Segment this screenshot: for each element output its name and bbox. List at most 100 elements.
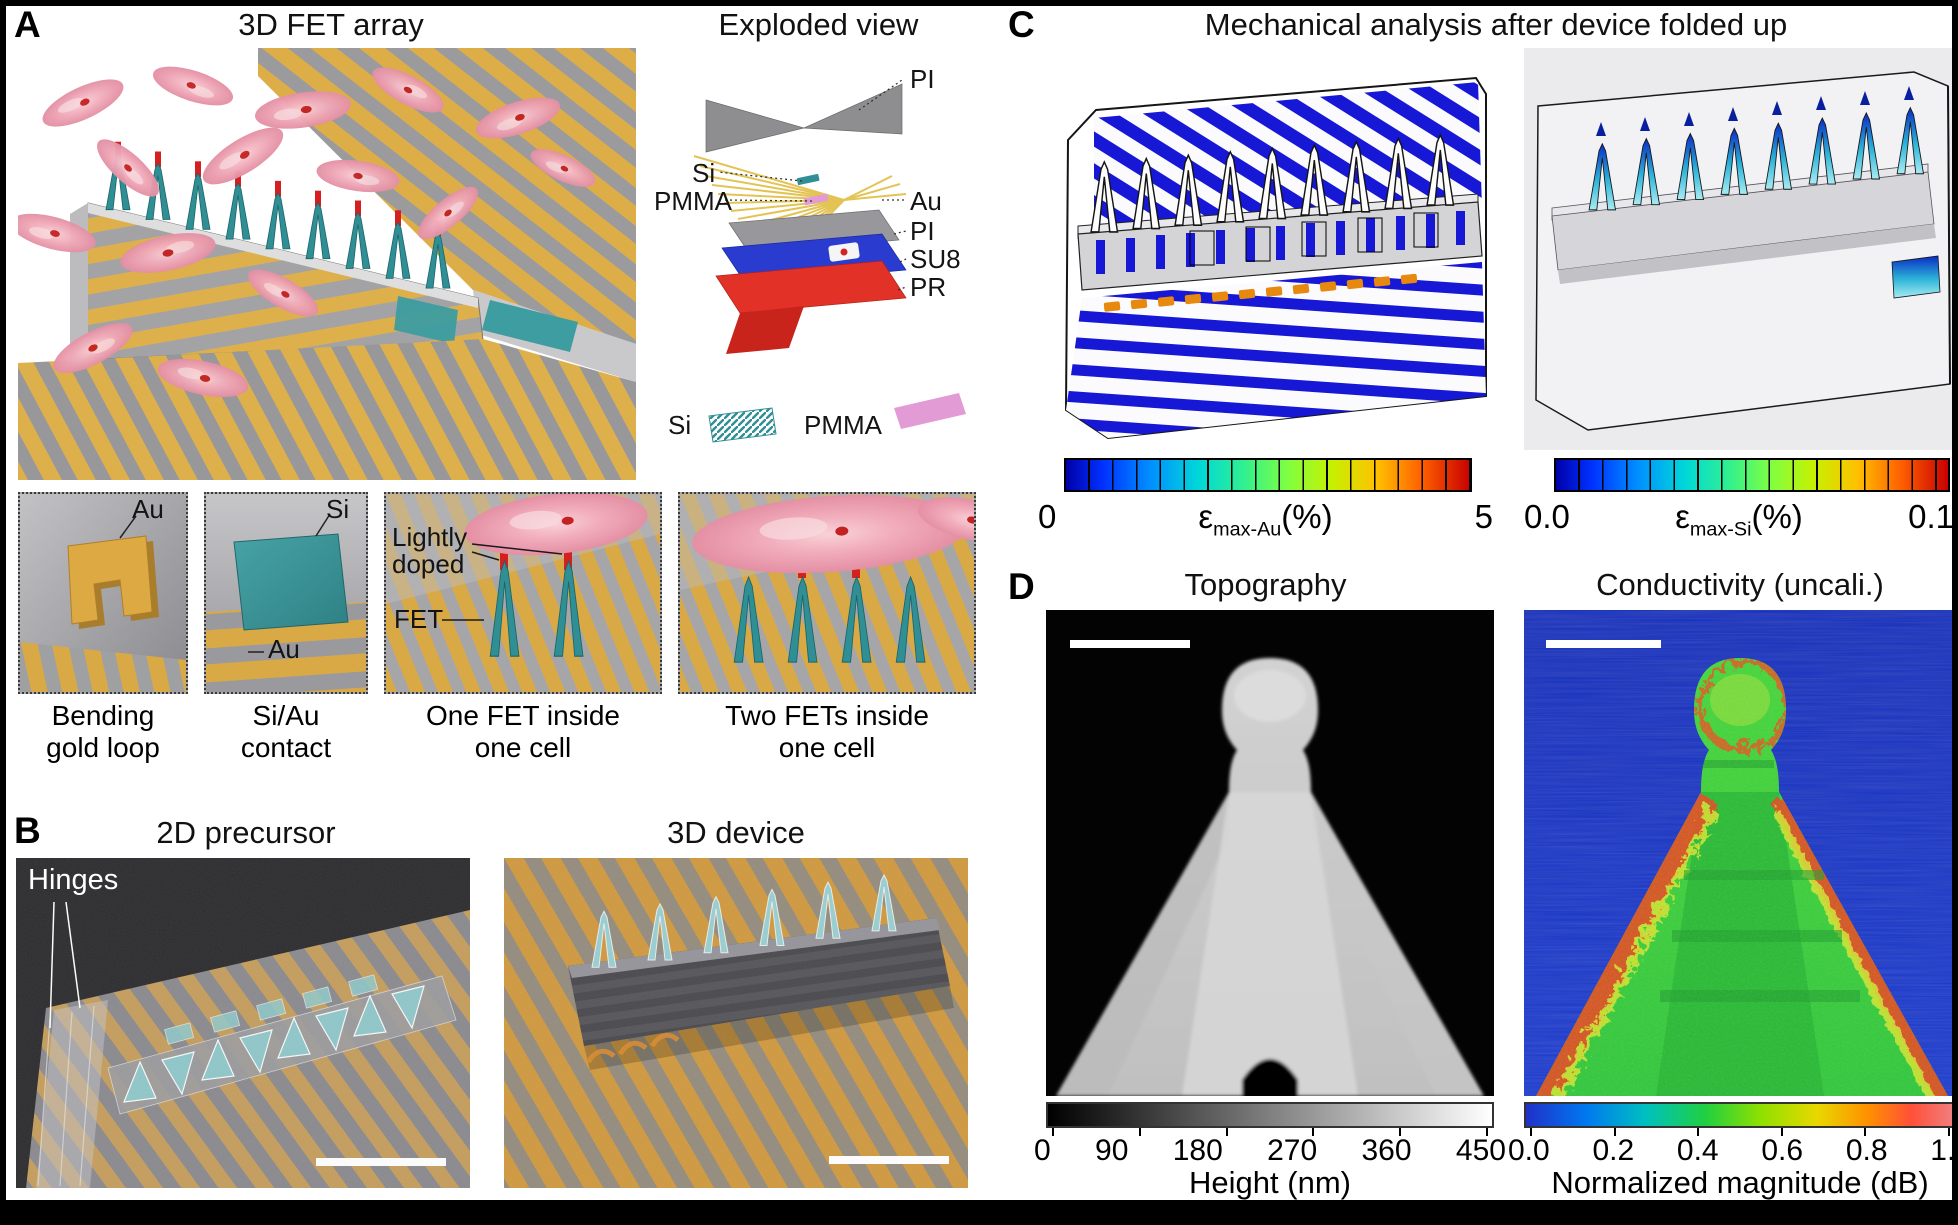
tick: 0 (1034, 1134, 1051, 1167)
scale-bar (1546, 640, 1661, 648)
tick: 450 (1455, 1134, 1506, 1167)
fet-array-3d-render (18, 48, 636, 480)
epsilon-symbol: ε (1675, 498, 1690, 535)
tick: 1.0 (1930, 1134, 1952, 1167)
subpanel3-fet-label: FET (394, 604, 444, 634)
legend-si-text: Si (668, 410, 692, 440)
striped-floor (18, 339, 636, 480)
strain-au-min: 0 (1038, 498, 1057, 535)
one-fet-svg (386, 494, 660, 692)
afm-topography-svg (1046, 610, 1494, 1096)
probe-tips (1596, 86, 1914, 136)
caption-bending-gold-loop: Bending gold loop (46, 700, 160, 764)
strain-si-min: 0.0 (1524, 498, 1570, 535)
cell-ellipse-large (692, 494, 968, 574)
cell-ellipse-partial (918, 497, 974, 543)
fea-au-strain-image (1038, 48, 1493, 450)
gold-stripe-floor (20, 642, 186, 692)
sem-image-2d-precursor: Hinges (16, 858, 470, 1188)
epsilon-subscript: max-Au (1213, 518, 1282, 541)
photo-grain (504, 858, 968, 1188)
fet-array-3d-svg (18, 48, 636, 480)
exploded-view-svg (693, 79, 966, 443)
exploded-label-pr: PR (910, 272, 947, 302)
marked-squares (1189, 212, 1439, 266)
au-leader-line (119, 515, 137, 539)
pr-chip-on-su8 (828, 242, 860, 262)
magnitude-colorbar-tick-marks (1530, 1128, 1950, 1136)
subpanel2-au-label: Au (268, 634, 300, 664)
tip-notch (1242, 1059, 1298, 1096)
substrate-edge-line (1947, 85, 1951, 385)
tick: 0.2 (1592, 1134, 1635, 1167)
left-facet (1056, 792, 1229, 1096)
ca ption-one-fet: One FET inside one cell (425, 700, 621, 764)
two-fets-svg (680, 494, 974, 692)
subpanel3-lightly-doped-label: Lightly doped (392, 522, 468, 580)
strain-si-max: 0.1 (1908, 498, 1952, 535)
exploded-label-au: Au (910, 186, 942, 216)
bending-gold-loop-svg (20, 494, 186, 692)
exploded-label-pi-top: PI (910, 64, 935, 94)
tick: 0.6 (1761, 1134, 1804, 1167)
legend-pmma-swatch (894, 393, 966, 429)
strain-si-axis-label: εmax-Si(%) (1675, 498, 1803, 542)
percent-unit: (%) (1281, 498, 1333, 535)
fea-au-strain-svg (1064, 76, 1487, 440)
strain-au-colorbar-labels: 0 εmax-Au(%) 5 (1038, 498, 1493, 542)
panel-c-label: C (1008, 6, 1035, 45)
panel-a-title-exploded: Exploded view (718, 7, 919, 42)
epsilon-symbol: ε (1198, 498, 1214, 535)
caption-two-fets: Two FETs inside one cell (725, 700, 929, 764)
exploded-label-si: Si (692, 158, 716, 188)
subpanel-one-fet: Lightly doped FET (384, 492, 662, 694)
sem-3d-device-svg (504, 858, 968, 1188)
conductivity-svg (1524, 610, 1952, 1096)
pi-top-layer (705, 83, 903, 153)
panel-b-label: B (14, 810, 41, 851)
figure-canvas: A 3D FET array Exploded view (6, 6, 1952, 1200)
subpanel1-au-label: Au (132, 494, 164, 524)
photo-grain (16, 858, 470, 1188)
conductivity-image (1524, 610, 1952, 1096)
right-facet (1311, 792, 1484, 1096)
sem-image-3d-device (504, 858, 968, 1188)
epsilon-subscript: max-Si (1689, 518, 1752, 541)
si-sheet (233, 533, 349, 631)
si-chip (796, 173, 820, 186)
strain-au-colorbar (1064, 458, 1472, 492)
exploded-label-su8: SU8 (910, 244, 961, 274)
tick: 90 (1095, 1134, 1129, 1167)
gold-loop (67, 535, 153, 625)
panel-d-label: D (1008, 566, 1035, 607)
scale-bar (1070, 640, 1190, 648)
fea-si-strain-svg (1524, 48, 1952, 450)
tip-apex-highlight (1234, 670, 1306, 722)
tick: 360 (1361, 1134, 1412, 1167)
panel-d-title-conductivity: Conductivity (uncali.) (1596, 567, 1884, 602)
subpanel-two-fets (678, 492, 976, 694)
caption-si-au-contact: Si/Au contact (240, 700, 332, 764)
legend-si-swatch (708, 407, 777, 443)
cell-ellipse (464, 494, 648, 556)
strain-patch (1891, 255, 1941, 299)
height-colorbar-ticks: 0 90 180 270 360 450 (1034, 1136, 1506, 1166)
strain-si-colorbar-labels: 0.0 εmax-Si(%) 0.1 (1524, 498, 1952, 542)
tick: 0.8 (1845, 1134, 1888, 1167)
afm-topography-image (1046, 610, 1494, 1096)
subpanel-si-au-contact: Si Au (204, 492, 368, 694)
si-leader-line (315, 513, 331, 537)
pmma-chip (803, 193, 829, 206)
subpanel2-si-label: Si (326, 494, 350, 524)
magnitude-colorbar (1524, 1102, 1952, 1128)
sem-2d-precursor-svg (16, 858, 470, 1188)
panel-b-title-left: 2D precursor (156, 815, 336, 850)
strain-au-max: 5 (1474, 498, 1493, 535)
panel-b-title-right: 3D device (667, 815, 805, 850)
exploded-label-pi: PI (910, 216, 935, 246)
panel-c-title: Mechanical analysis after device folded … (1204, 7, 1788, 42)
panel-a-title-3d: 3D FET array (238, 7, 424, 42)
hinge-hotspots (1103, 273, 1418, 312)
exploded-label-pmma: PMMA (654, 186, 732, 216)
panel-d-title-topography: Topography (1184, 567, 1347, 602)
